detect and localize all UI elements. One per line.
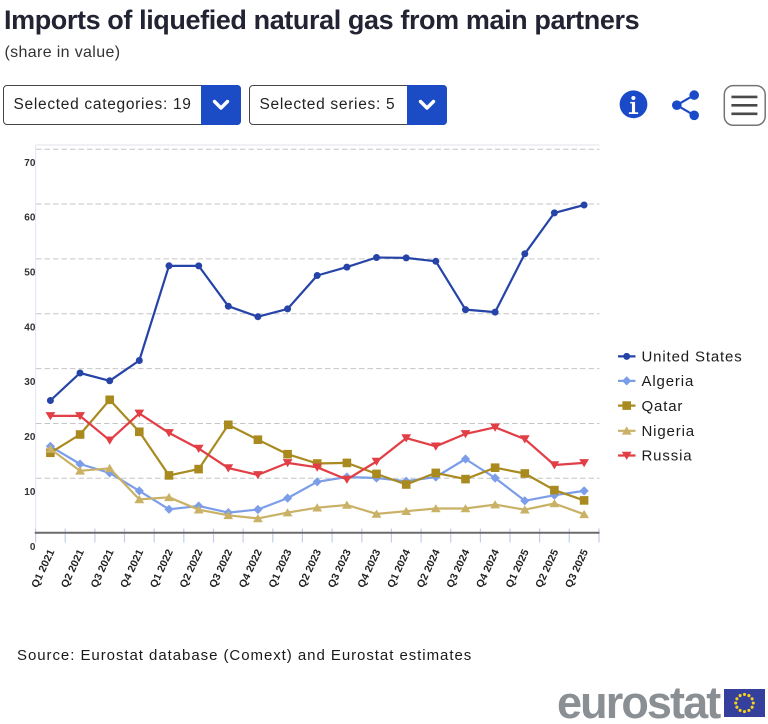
svg-text:Q4 2024: Q4 2024 — [475, 548, 502, 590]
svg-text:Q1 2022: Q1 2022 — [149, 548, 176, 590]
svg-text:60: 60 — [24, 213, 36, 224]
svg-text:Q4 2023: Q4 2023 — [356, 548, 383, 590]
svg-text:Q1 2025: Q1 2025 — [504, 548, 531, 590]
svg-text:Q1 2021: Q1 2021 — [30, 548, 57, 590]
svg-text:Algeria: Algeria — [642, 373, 695, 390]
svg-text:Q2 2021: Q2 2021 — [60, 548, 87, 590]
svg-text:50: 50 — [24, 268, 36, 279]
svg-text:Q2 2023: Q2 2023 — [297, 548, 324, 590]
svg-text:0: 0 — [30, 542, 36, 553]
svg-text:Q4 2022: Q4 2022 — [238, 548, 265, 590]
svg-text:Q3 2025: Q3 2025 — [564, 548, 591, 590]
svg-text:Q3 2023: Q3 2023 — [327, 548, 354, 590]
svg-text:Nigeria: Nigeria — [642, 423, 695, 440]
svg-text:Q2 2022: Q2 2022 — [178, 548, 205, 590]
svg-text:Qatar: Qatar — [642, 398, 684, 415]
svg-text:Q3 2022: Q3 2022 — [208, 548, 235, 590]
svg-text:20: 20 — [24, 432, 36, 443]
svg-text:Q1 2024: Q1 2024 — [386, 548, 413, 590]
svg-text:30: 30 — [24, 377, 36, 388]
svg-text:United States: United States — [642, 349, 743, 366]
svg-text:Q2 2025: Q2 2025 — [534, 548, 561, 590]
svg-text:10: 10 — [24, 487, 36, 498]
svg-text:Q3 2021: Q3 2021 — [89, 548, 116, 590]
svg-text:Q3 2024: Q3 2024 — [445, 548, 472, 590]
svg-text:40: 40 — [24, 322, 36, 333]
svg-text:Q4 2021: Q4 2021 — [119, 548, 146, 590]
svg-text:Q2 2024: Q2 2024 — [415, 548, 442, 590]
svg-text:Russia: Russia — [642, 448, 693, 465]
svg-text:Q1 2023: Q1 2023 — [267, 548, 294, 590]
svg-text:70: 70 — [24, 158, 36, 169]
